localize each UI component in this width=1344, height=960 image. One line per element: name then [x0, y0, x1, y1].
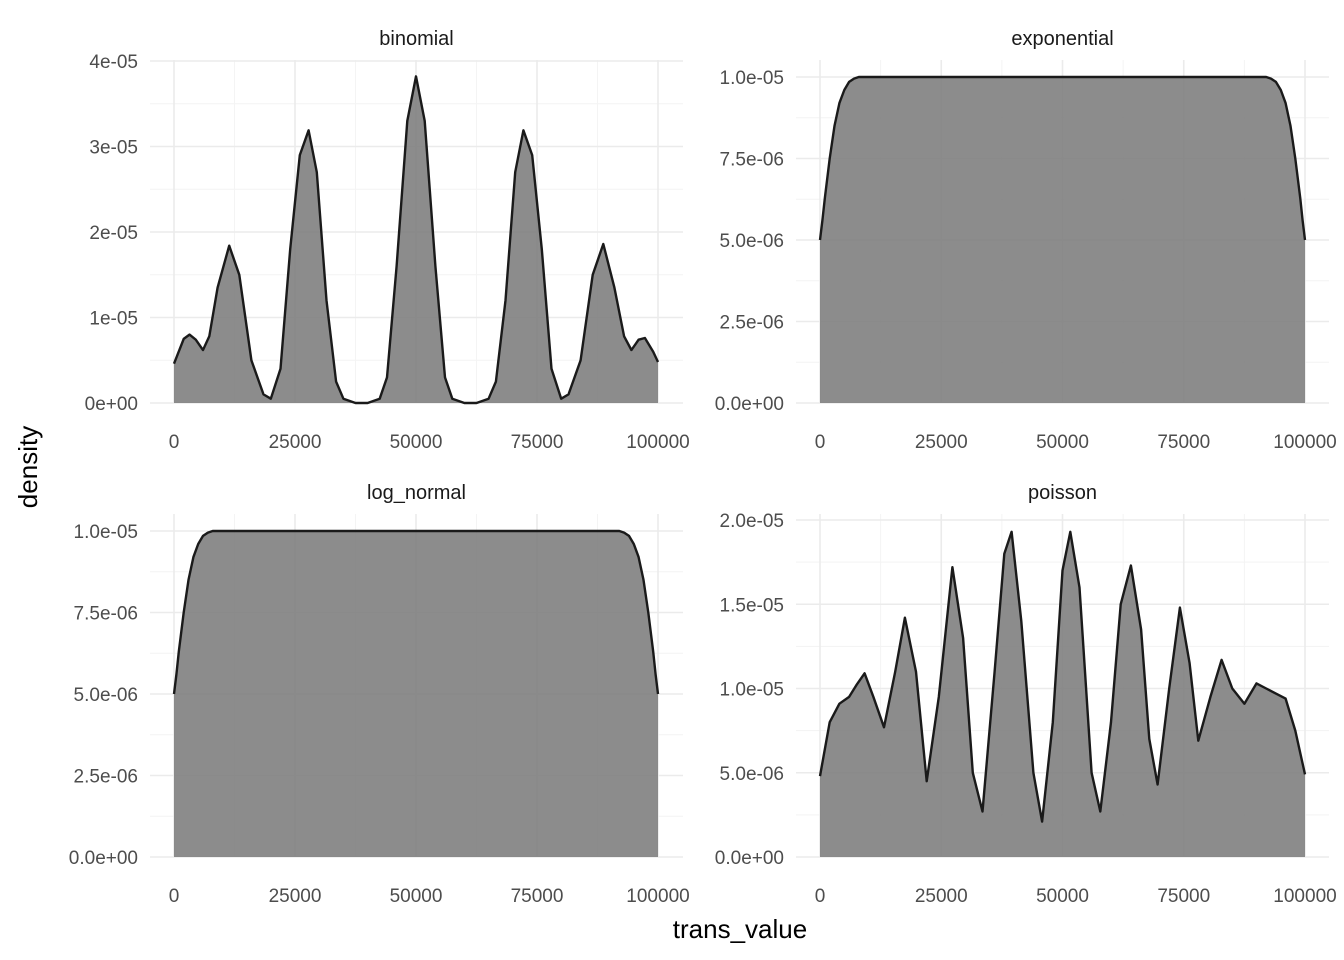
x-tick-label: 100000 — [1273, 432, 1336, 453]
x-tick-label: 0 — [169, 886, 180, 907]
x-tick-label: 75000 — [511, 886, 564, 907]
x-tick-label: 25000 — [269, 432, 322, 453]
y-tick-label: 0.0e+00 — [715, 848, 784, 869]
x-tick-label: 25000 — [269, 886, 322, 907]
y-tick-label: 7.5e-06 — [74, 604, 138, 625]
y-tick-label: 2.0e-05 — [720, 511, 784, 532]
y-tick-label: 0.0e+00 — [715, 394, 784, 415]
panel-poisson: 0 25000 50000 75000 100000 0.0e+00 5.0e-06 1.0e… — [715, 482, 1337, 907]
facet-panels: 0 25000 50000 75000 100000 0e+00 1e-05 2e-05 3e-… — [69, 28, 1337, 907]
y-tick-label: 7.5e-06 — [720, 150, 784, 171]
y-tick-label: 5.0e-06 — [720, 764, 784, 785]
x-tick-label: 50000 — [390, 886, 443, 907]
y-axis-title: density — [13, 426, 43, 508]
y-tick-label: 5.0e-06 — [74, 685, 138, 706]
x-tick-label: 100000 — [626, 432, 689, 453]
x-tick-label: 100000 — [1273, 886, 1336, 907]
y-tick-label: 4e-05 — [89, 52, 138, 73]
panel-exponential: 0 25000 50000 75000 100000 0.0e+00 2.5e-06 5.0e… — [715, 28, 1337, 453]
facet-strip-label: log_normal — [367, 482, 466, 504]
x-tick-label: 75000 — [1157, 886, 1210, 907]
panel-binomial: 0 25000 50000 75000 100000 0e+00 1e-05 2e-05 3e-… — [85, 28, 690, 453]
facet-strip-label: exponential — [1011, 28, 1113, 50]
density-line-log_normal — [172, 529, 660, 695]
x-tick-label: 0 — [169, 432, 180, 453]
x-tick-label: 25000 — [915, 886, 968, 907]
density-area-exponential — [820, 77, 1305, 403]
y-tick-label: 1.0e-05 — [720, 680, 784, 701]
density-line-exponential — [818, 75, 1307, 241]
facet-strip-label: binomial — [379, 28, 453, 50]
x-axis-title: trans_value — [673, 914, 807, 944]
x-tick-label: 0 — [815, 432, 826, 453]
density-line-binomial — [172, 75, 660, 405]
density-area-log_normal — [174, 531, 658, 857]
x-tick-label: 100000 — [626, 886, 689, 907]
y-tick-label: 1e-05 — [89, 309, 138, 330]
y-tick-label: 0e+00 — [85, 394, 138, 415]
y-tick-label: 2e-05 — [89, 223, 138, 244]
x-tick-label: 0 — [815, 886, 826, 907]
x-tick-label: 50000 — [390, 432, 443, 453]
density-area-poisson — [820, 531, 1305, 857]
y-tick-label: 2.5e-06 — [74, 767, 138, 788]
density-area-binomial — [174, 76, 658, 404]
x-tick-label: 75000 — [511, 432, 564, 453]
panel-log_normal: 0 25000 50000 75000 100000 0.0e+00 2.5e-06 5.0e… — [69, 482, 690, 907]
y-tick-label: 0.0e+00 — [69, 848, 138, 869]
x-tick-label: 75000 — [1157, 432, 1210, 453]
y-tick-label: 2.5e-06 — [720, 313, 784, 334]
x-tick-label: 50000 — [1036, 432, 1089, 453]
density-line-poisson — [818, 530, 1307, 823]
x-tick-label: 25000 — [915, 432, 968, 453]
y-tick-label: 5.0e-06 — [720, 231, 784, 252]
x-tick-label: 50000 — [1036, 886, 1089, 907]
y-tick-label: 1.0e-05 — [720, 68, 784, 89]
y-tick-label: 3e-05 — [89, 138, 138, 159]
y-tick-label: 1.5e-05 — [720, 595, 784, 616]
y-tick-label: 1.0e-05 — [74, 522, 138, 543]
facet-strip-label: poisson — [1028, 482, 1097, 504]
